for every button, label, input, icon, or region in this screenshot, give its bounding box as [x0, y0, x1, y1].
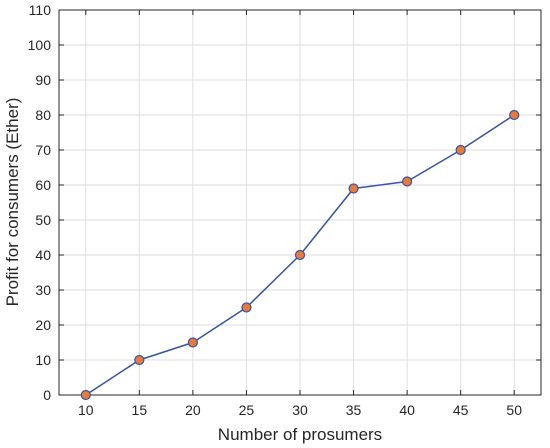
y-tick-label: 90 [35, 72, 51, 88]
x-tick-label: 50 [506, 402, 522, 418]
data-point [348, 183, 359, 194]
y-axis-label: Profit for consumers (Ether) [3, 98, 22, 307]
y-tick-label: 20 [35, 317, 51, 333]
x-tick-label: 35 [346, 402, 362, 418]
y-tick-label: 110 [29, 2, 52, 18]
x-tick-label: 15 [132, 402, 148, 418]
y-tick-label: 40 [35, 247, 51, 263]
x-tick-label: 10 [78, 402, 94, 418]
y-tick-label: 50 [35, 212, 51, 228]
data-point [455, 144, 466, 156]
y-tick-label: 30 [35, 282, 51, 298]
y-tick-label: 0 [43, 387, 51, 403]
data-point [402, 176, 413, 187]
series-layer [80, 109, 520, 401]
data-point [294, 249, 306, 261]
data-point [134, 354, 145, 366]
y-tick-label: 80 [35, 107, 51, 123]
axis-ticks: 10 15 20 25 30 35 40 45 50 0 10 20 30 40 50 60 70 80 90 100… [28, 2, 541, 418]
y-tick-label: 60 [35, 177, 51, 193]
x-tick-label: 30 [292, 402, 308, 418]
data-point [80, 389, 91, 401]
x-tick-label: 20 [185, 402, 201, 418]
data-point [187, 337, 198, 348]
x-tick-label: 45 [453, 402, 469, 418]
x-tick-label: 40 [399, 402, 415, 418]
y-tick-label: 100 [28, 37, 52, 53]
data-point [509, 109, 520, 121]
data-point [241, 302, 252, 313]
y-tick-label: 10 [35, 352, 51, 368]
x-tick-label: 25 [239, 402, 255, 418]
y-tick-label: 70 [35, 142, 51, 158]
x-axis-label: Number of prosumers [218, 425, 382, 444]
